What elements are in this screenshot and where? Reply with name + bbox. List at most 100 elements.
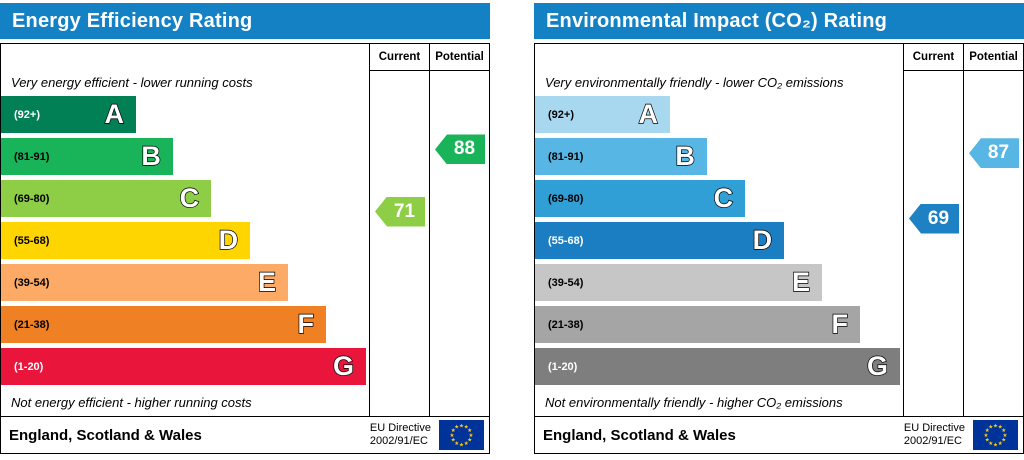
- band-bar-f: (21-38) F: [535, 306, 860, 343]
- band-range-label: (69-80): [548, 192, 584, 205]
- band-row-e: (39-54) E: [1, 264, 369, 301]
- eu-directive-text: EU Directive 2002/91/EC: [370, 422, 431, 447]
- potential-column: Potential 87: [963, 44, 1023, 416]
- eu-flag-icon: ★ ★★★★★★★★★★★: [439, 420, 484, 450]
- band-row-c: (69-80) C: [1, 180, 369, 217]
- band-letter: F: [297, 309, 315, 339]
- band-bar-e: (39-54) E: [535, 264, 823, 301]
- eu-directive-line1: EU Directive: [369, 422, 431, 435]
- eu-directive-text: EU Directive 2002/91/EC: [904, 422, 965, 447]
- svg-text:★: ★: [998, 440, 1003, 447]
- band-letter: E: [257, 267, 277, 297]
- svg-text:★: ★: [985, 437, 990, 444]
- svg-text:★: ★: [998, 424, 1003, 431]
- chart-title: Energy Efficiency Rating: [12, 9, 253, 32]
- current-column-header: Current: [904, 44, 963, 71]
- current-score-arrow: 69: [909, 203, 959, 234]
- svg-text:★: ★: [459, 441, 464, 448]
- svg-text:★: ★: [464, 440, 469, 447]
- footer-region: England, Scotland & Wales: [9, 426, 202, 444]
- band-range-label: (92+): [14, 108, 40, 121]
- band-bar-b: (81-91) B: [535, 138, 707, 175]
- svg-text:★: ★: [988, 424, 993, 431]
- svg-text:★: ★: [467, 427, 472, 434]
- band-range-label: (55-68): [14, 234, 50, 247]
- band-range-label: (21-38): [14, 318, 50, 331]
- potential-column-header: Potential: [430, 44, 489, 71]
- band-letter: F: [831, 309, 849, 339]
- band-letter: B: [675, 141, 696, 171]
- footer-right: EU Directive 2002/91/EC ★ ★ ★ ★ ★ ★ ★ ★ ★ ★ ★ ★: [904, 420, 1018, 450]
- bands: (92+) A (81-91) B (69-80) C (55-68) D (39-54) E (2…: [535, 96, 903, 390]
- band-row-d: (55-68) D: [535, 222, 903, 259]
- current-score-arrow: 71: [375, 196, 425, 227]
- energy-efficiency-chart: Energy Efficiency Rating Very energy eff…: [0, 3, 490, 454]
- chart-footer: England, Scotland & Wales EU Directive 2…: [1, 416, 489, 453]
- chart-body: Very energy efficient - lower running co…: [1, 44, 489, 416]
- band-bar-d: (55-68) D: [535, 222, 785, 259]
- eu-directive-line2: 2002/91/EC: [369, 435, 428, 447]
- band-letter: D: [218, 225, 239, 255]
- band-bar-g: (1-20) G: [1, 348, 367, 385]
- band-row-d: (55-68) D: [1, 222, 369, 259]
- band-row-g: (1-20) G: [535, 348, 903, 385]
- chart-title: Environmental Impact (CO₂) Rating: [546, 9, 888, 32]
- band-range-label: (55-68): [548, 234, 584, 247]
- svg-text:★: ★: [988, 440, 993, 447]
- band-range-label: (1-20): [548, 360, 578, 373]
- band-bar-e: (39-54) E: [1, 264, 289, 301]
- svg-text:★: ★: [985, 427, 990, 434]
- band-bar-a: (92+) A: [1, 96, 137, 133]
- band-range-label: (1-20): [14, 360, 44, 373]
- eu-directive-line1: EU Directive: [903, 422, 965, 435]
- band-range-label: (39-54): [14, 276, 50, 289]
- chart-title-bar: Environmental Impact (CO₂) Rating: [534, 3, 1024, 39]
- potential-score-arrow: 88: [435, 134, 485, 165]
- bands: (92+) A (81-91) B (69-80) C (55-68) D (39-54) E (2…: [1, 96, 369, 390]
- bottom-note: Not environmentally friendly - higher CO…: [545, 395, 843, 410]
- svg-text:★: ★: [454, 440, 459, 447]
- svg-text:★: ★: [459, 422, 464, 429]
- band-row-b: (81-91) B: [1, 138, 369, 175]
- svg-text:★: ★: [984, 432, 989, 439]
- chart-box: Very environmentally friendly - lower CO…: [534, 43, 1024, 454]
- footer-region: England, Scotland & Wales: [543, 426, 736, 444]
- band-bar-a: (92+) A: [535, 96, 671, 133]
- chart-body: Very environmentally friendly - lower CO…: [535, 44, 1023, 416]
- current-column: Current 69: [903, 44, 963, 416]
- band-range-label: (81-91): [14, 150, 50, 163]
- svg-text:★: ★: [451, 427, 456, 434]
- band-row-a: (92+) A: [535, 96, 903, 133]
- band-row-c: (69-80) C: [535, 180, 903, 217]
- band-letter: C: [713, 183, 734, 213]
- band-row-f: (21-38) F: [1, 306, 369, 343]
- band-letter: G: [332, 351, 355, 381]
- band-row-e: (39-54) E: [535, 264, 903, 301]
- band-range-label: (21-38): [548, 318, 584, 331]
- svg-text:★: ★: [464, 424, 469, 431]
- band-letter: B: [141, 141, 162, 171]
- band-letter: D: [752, 225, 773, 255]
- chart-title-bar: Energy Efficiency Rating: [0, 3, 490, 39]
- band-letter: G: [866, 351, 889, 381]
- band-bar-c: (69-80) C: [535, 180, 746, 217]
- band-letter: A: [104, 99, 125, 129]
- band-bar-c: (69-80) C: [1, 180, 212, 217]
- bottom-note: Not energy efficient - higher running co…: [11, 395, 252, 410]
- band-row-a: (92+) A: [1, 96, 369, 133]
- band-letter: A: [638, 99, 659, 129]
- current-column-header: Current: [370, 44, 429, 71]
- chart-box: Very energy efficient - lower running co…: [0, 43, 490, 454]
- svg-text:★: ★: [450, 432, 455, 439]
- eu-flag-icon: ★ ★★★★★★★★★★★: [973, 420, 1018, 450]
- band-range-label: (39-54): [548, 276, 584, 289]
- band-letter: E: [791, 267, 811, 297]
- potential-score-arrow: 87: [969, 138, 1019, 169]
- potential-column: Potential 88: [429, 44, 489, 416]
- svg-text:★: ★: [993, 422, 998, 429]
- svg-text:★: ★: [1003, 432, 1008, 439]
- svg-text:★: ★: [993, 441, 998, 448]
- svg-text:★: ★: [454, 424, 459, 431]
- top-note: Very environmentally friendly - lower CO…: [545, 75, 844, 90]
